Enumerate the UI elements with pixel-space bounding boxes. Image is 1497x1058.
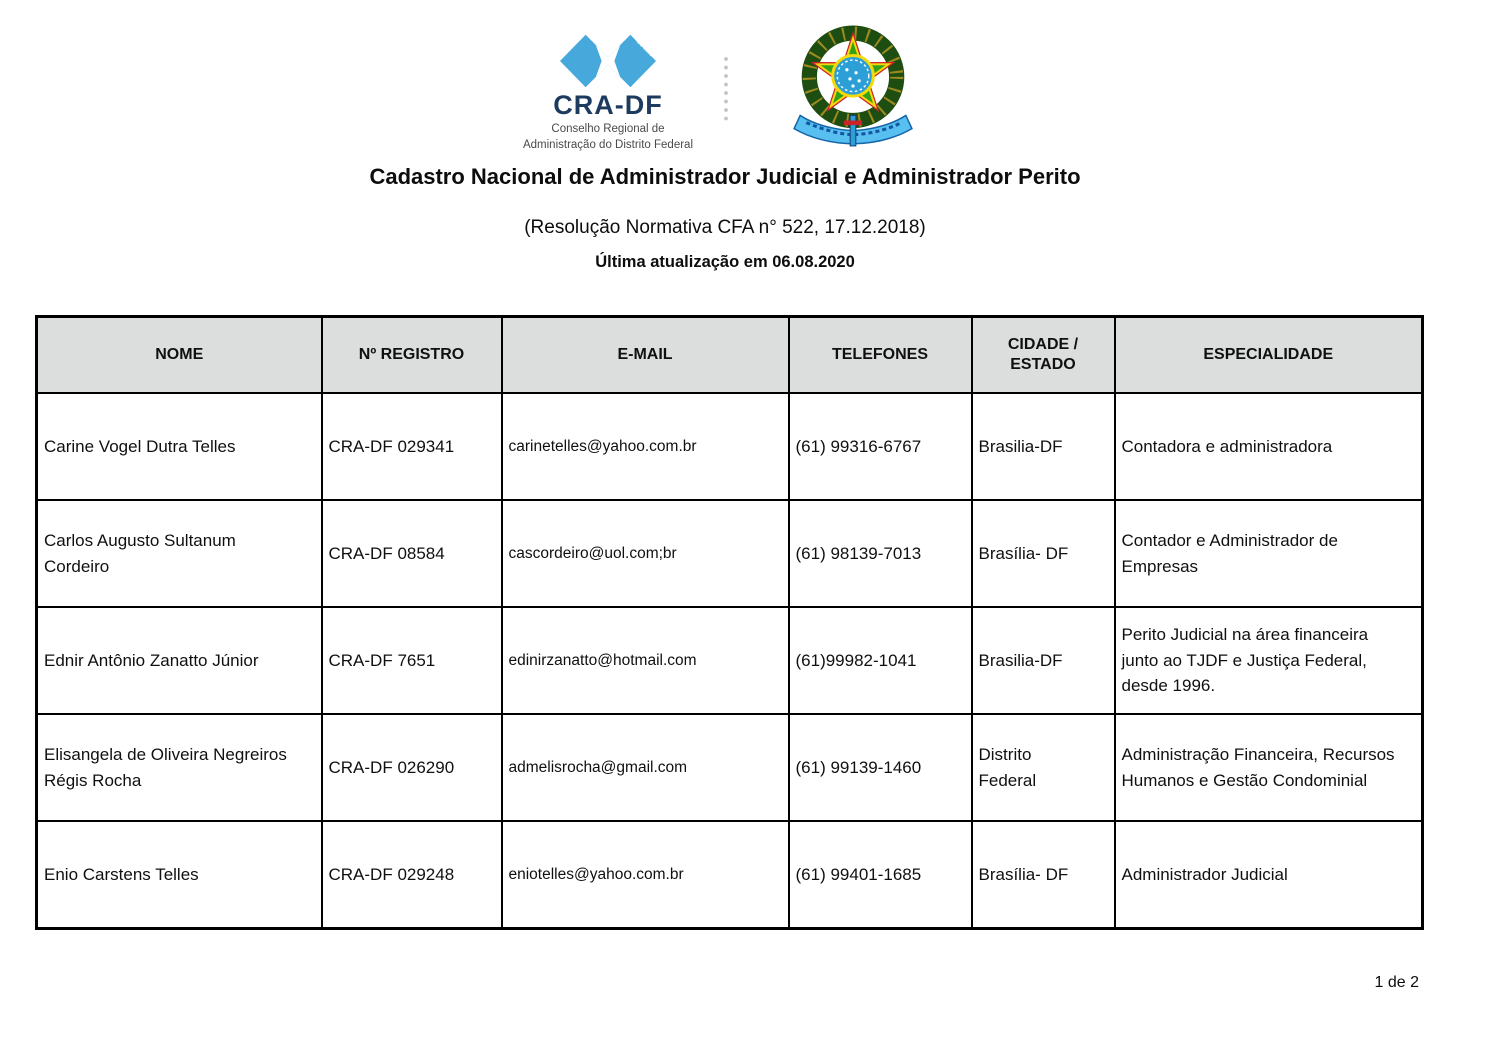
cell-cidade-estado: Brasília- DF xyxy=(970,820,1116,930)
cell-telefones: (61) 99401-1685 xyxy=(787,820,973,930)
document-title: Cadastro Nacional de Administrador Judic… xyxy=(369,164,1081,189)
column-header-email: E-MAIL xyxy=(500,315,790,394)
logo-acronym: CRA-DF xyxy=(553,90,663,120)
cell-especialidade: Perito Judicial na área financeira junto… xyxy=(1113,606,1424,715)
cell-email: admelisrocha@gmail.com xyxy=(500,713,790,822)
column-header-especialidade: ESPECIALIDADE xyxy=(1113,315,1424,394)
cell-registro: CRA-DF 029248 xyxy=(320,820,503,930)
dotted-separator-icon xyxy=(724,57,728,121)
table-row: Enio Carstens Telles CRA-DF 029248 eniot… xyxy=(35,820,1424,930)
cell-registro: CRA-DF 7651 xyxy=(320,606,503,715)
registry-table: NOME Nº REGISTRO E-MAIL TELEFONES CIDADE… xyxy=(35,315,1424,930)
cell-especialidade: Contador e Administrador de Empresas xyxy=(1113,499,1424,608)
cell-telefones: (61)99982-1041 xyxy=(787,606,973,715)
column-header-cidade-estado: CIDADE / ESTADO xyxy=(970,315,1116,394)
cell-nome: Elisangela de Oliveira Negreiros Régis R… xyxy=(35,713,323,822)
cell-especialidade: Administrador Judicial xyxy=(1113,820,1424,930)
page-indicator: 1 de 2 xyxy=(1374,974,1419,991)
cell-telefones: (61) 99316-6767 xyxy=(787,392,973,501)
column-header-telefones: TELEFONES xyxy=(787,315,973,394)
logo-org-line-1: Conselho Regional de xyxy=(551,123,665,136)
table-row: Elisangela de Oliveira Negreiros Régis R… xyxy=(35,713,1424,822)
cell-cidade-estado: Brasilia-DF xyxy=(970,392,1116,501)
cra-df-diamonds-icon: ISO 9001 xyxy=(560,34,656,88)
table-row: Ednir Antônio Zanatto Júnior CRA-DF 7651… xyxy=(35,606,1424,715)
cell-cidade-estado: Brasília- DF xyxy=(970,499,1116,608)
cell-nome: Carine Vogel Dutra Telles xyxy=(35,392,323,501)
cell-nome: Enio Carstens Telles xyxy=(35,820,323,930)
table-row: Carlos Augusto Sultanum Cordeiro CRA-DF … xyxy=(35,499,1424,608)
cell-registro: CRA-DF 08584 xyxy=(320,499,503,608)
table-row: Carine Vogel Dutra Telles CRA-DF 029341 … xyxy=(35,392,1424,501)
cra-df-logo: ISO 9001 CRA-DF Conselho Regional de Adm… xyxy=(513,32,703,153)
cell-telefones: (61) 99139-1460 xyxy=(787,713,973,822)
column-header-registro: Nº REGISTRO xyxy=(320,315,503,394)
brazil-coat-of-arms-icon xyxy=(793,25,913,147)
last-updated-text: Última atualização em 06.08.2020 xyxy=(595,253,855,271)
cell-registro: CRA-DF 026290 xyxy=(320,713,503,822)
cell-cidade-estado: Brasilia-DF xyxy=(970,606,1116,715)
cell-especialidade: Contadora e administradora xyxy=(1113,392,1424,501)
cell-cidade-estado: Distrito Federal xyxy=(970,713,1116,822)
cell-nome: Carlos Augusto Sultanum Cordeiro xyxy=(35,499,323,608)
table-header-row: NOME Nº REGISTRO E-MAIL TELEFONES CIDADE… xyxy=(35,315,1424,394)
cell-especialidade: Administração Financeira, Recursos Human… xyxy=(1113,713,1424,822)
cell-telefones: (61) 98139-7013 xyxy=(787,499,973,608)
logo-org-line-2: Administração do Distrito Federal xyxy=(522,138,693,151)
cell-email: carinetelles@yahoo.com.br xyxy=(500,392,790,501)
cell-registro: CRA-DF 029341 xyxy=(320,392,503,501)
cell-email: edinirzanatto@hotmail.com xyxy=(500,606,790,715)
document-subtitle: (Resolução Normativa CFA n° 522, 17.12.2… xyxy=(524,217,926,238)
cell-email: cascordeiro@uol.com;br xyxy=(500,499,790,608)
cell-email: eniotelles@yahoo.com.br xyxy=(500,820,790,930)
cell-nome: Ednir Antônio Zanatto Júnior xyxy=(35,606,323,715)
column-header-nome: NOME xyxy=(35,315,323,394)
